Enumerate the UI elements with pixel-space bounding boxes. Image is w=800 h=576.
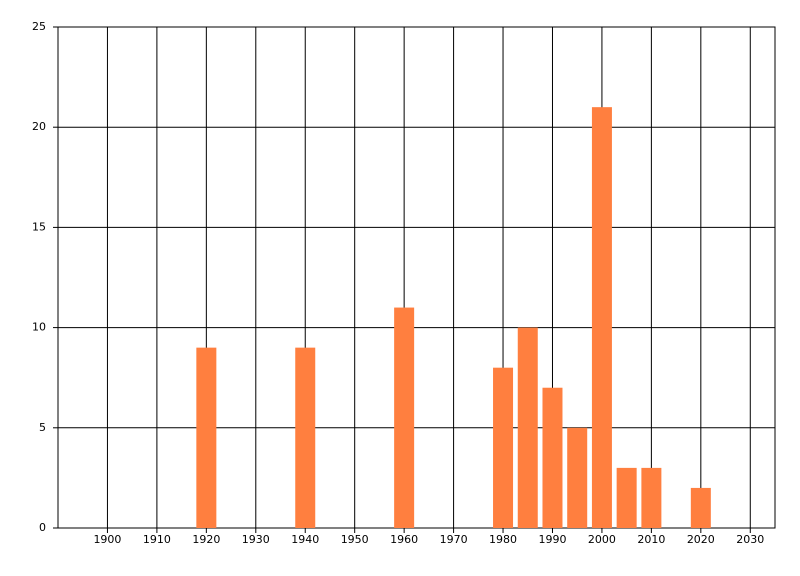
bar	[641, 467, 662, 528]
x-tick-label: 1990	[538, 533, 566, 546]
x-tick-label: 2010	[637, 533, 665, 546]
bar	[690, 487, 711, 528]
y-tick-label: 5	[39, 421, 46, 434]
x-tick-label: 1980	[489, 533, 517, 546]
x-tick-label: 1920	[192, 533, 220, 546]
x-tick-label: 2030	[736, 533, 764, 546]
x-tick-label: 1950	[341, 533, 369, 546]
y-tick-label: 10	[32, 321, 46, 334]
y-tick-label: 15	[32, 220, 46, 233]
bar	[567, 427, 588, 528]
y-tick-label: 0	[39, 521, 46, 534]
x-tick-label: 1960	[390, 533, 418, 546]
bar	[517, 327, 538, 528]
y-tick-label: 20	[32, 120, 46, 133]
x-tick-label: 1910	[143, 533, 171, 546]
bar	[542, 387, 563, 528]
x-tick-label: 1930	[242, 533, 270, 546]
bar	[394, 307, 415, 528]
x-tick-label: 1940	[291, 533, 319, 546]
x-tick-label: 2000	[588, 533, 616, 546]
bar	[616, 467, 637, 528]
plot-frame	[57, 26, 776, 529]
x-tick-label: 2020	[687, 533, 715, 546]
y-tick-label: 25	[32, 20, 46, 33]
x-tick-label: 1970	[440, 533, 468, 546]
bar	[295, 347, 316, 528]
bar	[493, 367, 514, 528]
x-tick-label: 1900	[93, 533, 121, 546]
bar	[591, 107, 612, 528]
bar	[196, 347, 217, 528]
